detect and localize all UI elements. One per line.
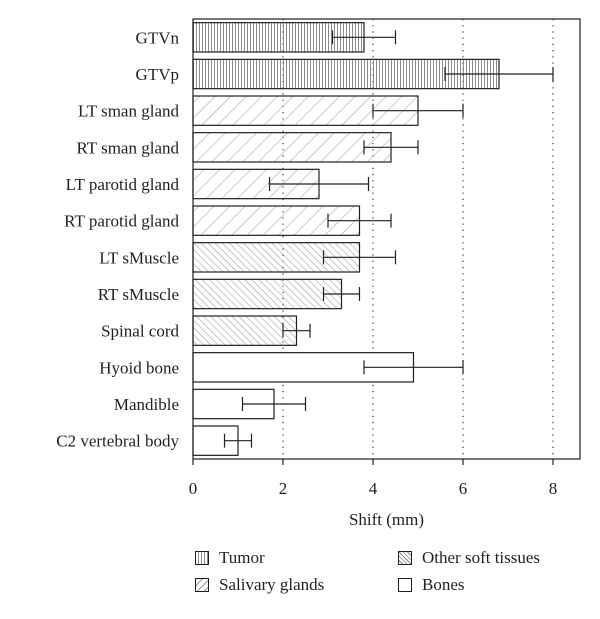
error-bar-lt-smuscle [322,250,397,265]
error-bar-hyoid-bone [363,360,464,375]
bars [192,22,500,456]
legend-swatch-salivary-glands [195,578,209,592]
error-bar-rt-sman-gland [363,140,419,155]
legend-item-tumor: Tumor [195,548,265,568]
bar-rt-sman-gland [192,132,392,163]
error-bar-gtvp [444,67,554,81]
bar-rt-smuscle [192,278,343,310]
x-tick-label-0: 0 [189,479,198,498]
grid-lines [282,19,554,459]
error-bar-rt-parotid-gland [327,213,392,228]
legend-label-salivary-glands: Salivary glands [219,575,325,594]
error-bar-gtvn [331,30,397,45]
legend-label-bones: Bones [422,575,465,594]
error-bars [223,30,554,448]
x-tick-label-6: 6 [459,479,468,498]
legend-swatch-bones [398,578,412,592]
legend-label-tumor: Tumor [219,548,265,567]
error-bar-lt-sman-gland [372,103,464,118]
category-label-lt-sman-gland: LT sman gland [78,102,180,121]
x-tick-label-4: 4 [369,479,378,498]
category-label-hyoid-bone: Hyoid bone [99,358,179,377]
x-axis-title: Shift (mm) [349,510,424,529]
category-label-spinal-cord: Spinal cord [101,322,179,341]
x-tick-label-2: 2 [279,479,288,498]
error-bar-spinal-cord [282,323,311,338]
legend-swatch-tumor [195,551,209,565]
error-bar-rt-smuscle [322,287,361,301]
category-label-c2-vertebral-body: C2 vertebral body [56,432,179,451]
error-bar-mandible [241,397,307,411]
category-label-gtvp: GTVp [136,65,179,84]
x-axis-ticks: 0 2 4 6 8 [189,459,558,498]
category-label-rt-smuscle: RT sMuscle [98,285,179,304]
category-label-lt-smuscle: LT sMuscle [99,248,179,267]
legend-item-salivary-glands: Salivary glands [195,575,324,595]
bar-spinal-cord [192,315,298,346]
category-label-rt-parotid-gland: RT parotid gland [64,212,179,231]
category-labels: GTVn GTVp LT sman gland RT sman gland LT par… [56,28,179,450]
legend-item-other-soft-tissues: Other soft tissues [398,548,540,568]
category-label-gtvn: GTVn [136,28,180,47]
legend-swatch-other-soft-tissues [398,551,412,565]
legend-item-bones: Bones [398,575,465,595]
category-label-lt-parotid-gland: LT parotid gland [66,175,180,194]
category-label-rt-sman-gland: RT sman gland [76,138,179,157]
error-bar-c2-vertebral-body [223,433,253,448]
plot-frame [192,18,581,460]
category-label-mandible: Mandible [114,395,179,414]
x-tick-label-8: 8 [549,479,558,498]
legend-label-other-soft-tissues: Other soft tissues [422,548,541,567]
error-bar-lt-parotid-gland [268,177,370,191]
